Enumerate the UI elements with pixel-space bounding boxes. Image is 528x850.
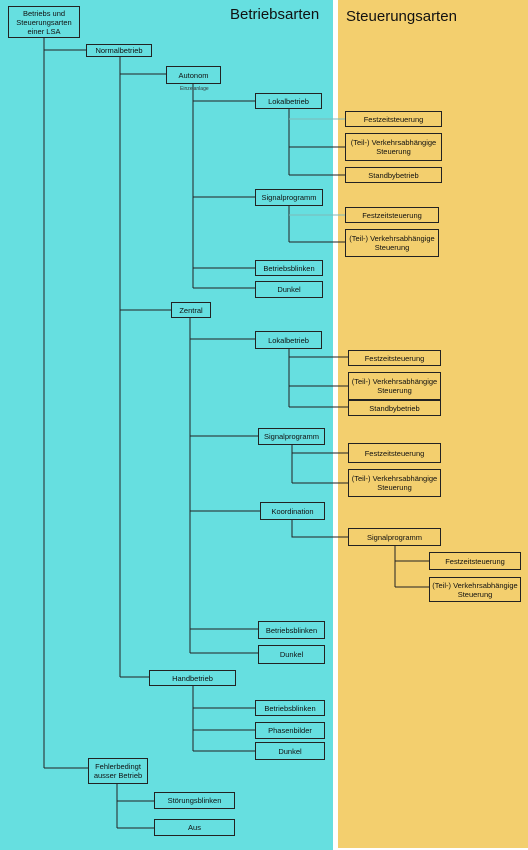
annotation: Einzelanlage [180,86,209,92]
node: Dunkel [258,645,325,664]
node: Festzeitsteuerung [348,350,441,366]
connector [291,445,348,484]
panel-title: Betriebsarten [230,6,320,23]
node: Dunkel [255,281,323,298]
node: Signalprogramm [348,528,441,546]
connector [119,57,171,678]
node: Festzeitsteuerung [345,111,442,127]
node: Autonom [166,66,221,84]
panel-title: Steuerungsarten [346,8,457,25]
node: Festzeitsteuerung [348,443,441,463]
node: Standbybetrieb [348,400,441,416]
connector [192,84,255,289]
node: Betriebsblinken [258,621,325,639]
node: Zentral [171,302,211,318]
connector [291,520,348,538]
node: Signalprogramm [258,428,325,445]
node: Koordination [260,502,325,520]
node: Lokalbetrieb [255,93,322,109]
node: Betriebs und Steuerungsarten einer LSA [8,6,80,38]
node: Phasenbilder [255,722,325,739]
connector [394,546,429,588]
node: (Teil-) Verkehrsabhängige Steuerung [429,577,521,602]
node: Festzeitsteuerung [345,207,439,223]
connector [288,109,345,176]
connector [288,206,345,243]
node: Festzeitsteuerung [429,552,521,570]
node: Standbybetrieb [345,167,442,183]
node: (Teil-) Verkehrsabhängige Steuerung [345,133,442,161]
node: Fehlerbedingt ausser Betrieb [88,758,148,784]
node: (Teil-) Verkehrsabhängige Steuerung [348,372,441,400]
connector [192,686,255,752]
node: (Teil-) Verkehrsabhängige Steuerung [345,229,439,257]
connector [43,38,88,769]
node: Störungsblinken [154,792,235,809]
node: Signalprogramm [255,189,323,206]
connector [189,318,260,654]
betriebsarten-panel [0,0,333,850]
node: Aus [154,819,235,836]
node: Handbetrieb [149,670,236,686]
node: Betriebsblinken [255,260,323,276]
node: Betriebsblinken [255,700,325,716]
node: Dunkel [255,742,325,760]
node: (Teil-) Verkehrsabhängige Steuerung [348,469,441,497]
steuerungsarten-panel [338,0,528,848]
node: Normalbetrieb [86,44,152,57]
connector [116,784,154,829]
connector [288,349,348,408]
node: Lokalbetrieb [255,331,322,349]
